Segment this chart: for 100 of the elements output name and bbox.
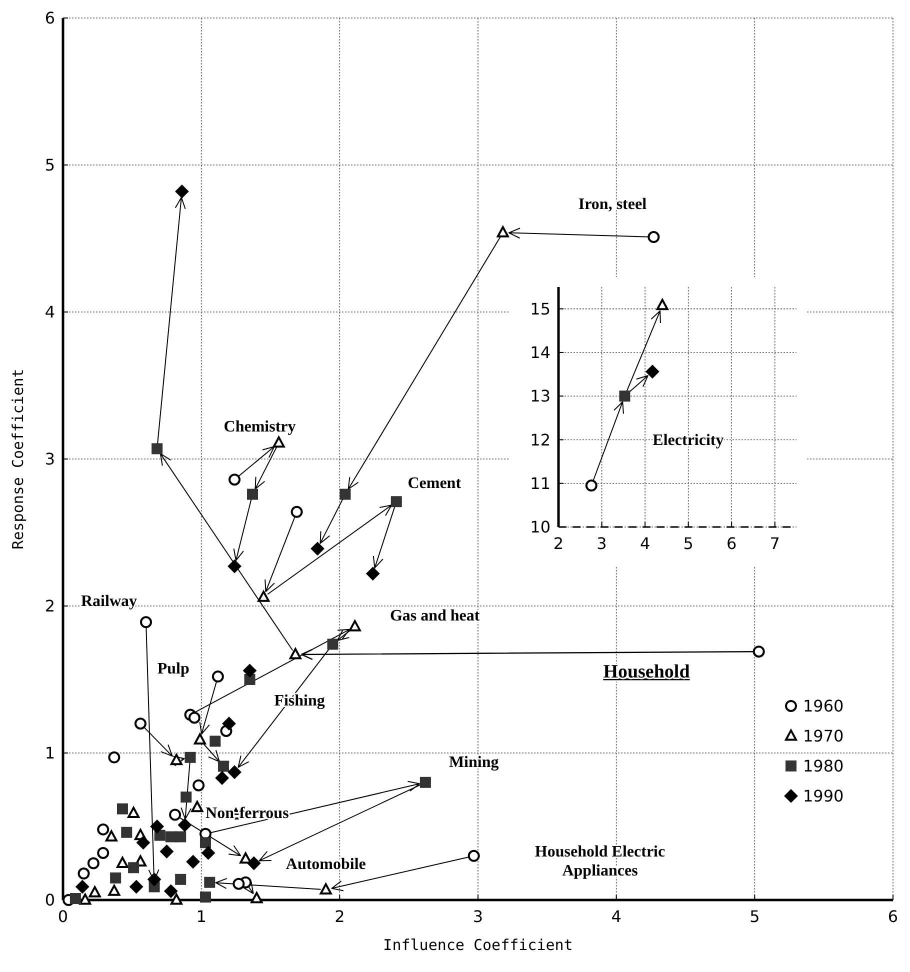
point bbox=[648, 231, 660, 244]
y-tick-label: 1 bbox=[44, 744, 55, 763]
point bbox=[186, 855, 200, 869]
point bbox=[76, 880, 90, 894]
point bbox=[128, 806, 140, 818]
annotation: Electricity bbox=[652, 432, 724, 450]
point bbox=[250, 892, 263, 904]
point bbox=[78, 868, 90, 880]
x-tick-label: 2 bbox=[334, 907, 345, 926]
point bbox=[390, 496, 402, 508]
point bbox=[585, 480, 598, 492]
annotation: Household bbox=[603, 661, 690, 682]
point bbox=[175, 184, 189, 198]
annotation: Iron, steel bbox=[578, 196, 648, 213]
point bbox=[258, 590, 270, 602]
point bbox=[108, 751, 120, 764]
point bbox=[247, 856, 261, 870]
point bbox=[752, 646, 765, 658]
y-tick-label: 10 bbox=[530, 518, 551, 537]
point bbox=[175, 831, 186, 842]
point bbox=[97, 823, 110, 836]
point bbox=[243, 664, 256, 678]
point bbox=[204, 876, 216, 888]
point bbox=[348, 620, 361, 632]
point bbox=[272, 436, 285, 448]
point bbox=[121, 826, 132, 838]
point bbox=[215, 771, 229, 785]
point bbox=[134, 718, 146, 730]
x-tick-label: 6 bbox=[726, 534, 737, 554]
point bbox=[210, 736, 221, 747]
point bbox=[646, 364, 660, 378]
x-tick-label: 6 bbox=[888, 907, 898, 926]
point bbox=[188, 712, 200, 724]
x-axis-title: Influence Coefficient bbox=[383, 936, 573, 954]
point bbox=[88, 886, 101, 898]
point bbox=[191, 800, 204, 812]
point bbox=[136, 836, 150, 850]
x-tick-label: 3 bbox=[472, 907, 484, 926]
annotation: Gas and heat bbox=[390, 608, 480, 625]
point bbox=[222, 716, 236, 730]
point bbox=[289, 648, 302, 660]
x-tick-label: 0 bbox=[58, 907, 68, 926]
point bbox=[130, 880, 144, 894]
point bbox=[240, 852, 252, 864]
legend-label: 1970 bbox=[803, 726, 844, 746]
point bbox=[148, 872, 162, 886]
x-tick-label: 7 bbox=[770, 534, 780, 554]
point bbox=[656, 298, 668, 310]
point bbox=[160, 844, 174, 858]
point bbox=[232, 878, 245, 890]
y-tick-label: 11 bbox=[530, 474, 551, 493]
y-tick-label: 4 bbox=[44, 302, 55, 322]
legend-label: 1980 bbox=[803, 756, 844, 776]
point bbox=[420, 776, 431, 788]
point bbox=[164, 884, 178, 898]
point bbox=[619, 390, 630, 402]
point bbox=[228, 560, 242, 574]
annotation: Automobile bbox=[286, 856, 366, 873]
legend-label: 1990 bbox=[803, 786, 844, 806]
point bbox=[194, 733, 206, 745]
annotation: Household Electric Appliances bbox=[534, 843, 666, 880]
point bbox=[128, 862, 140, 874]
point bbox=[154, 830, 166, 841]
point bbox=[97, 846, 110, 859]
x-tick-label: 5 bbox=[750, 907, 760, 926]
x-tick-label: 4 bbox=[640, 534, 650, 554]
annotation: Pulp bbox=[157, 660, 190, 678]
y-tick-label: 2 bbox=[44, 596, 55, 616]
point bbox=[152, 443, 163, 454]
x-tick-label: 5 bbox=[683, 534, 694, 554]
point bbox=[150, 820, 164, 834]
point bbox=[192, 779, 205, 792]
point bbox=[244, 674, 256, 685]
point bbox=[310, 542, 324, 556]
point bbox=[169, 808, 182, 821]
point bbox=[178, 818, 192, 832]
legend-label: 1960 bbox=[803, 696, 844, 716]
point bbox=[200, 892, 211, 903]
point bbox=[202, 846, 215, 860]
point bbox=[228, 765, 242, 779]
y-tick-label: 6 bbox=[44, 8, 55, 28]
point bbox=[170, 754, 182, 766]
point bbox=[496, 226, 509, 238]
point bbox=[200, 837, 211, 848]
point bbox=[140, 616, 152, 628]
y-tick-label: 12 bbox=[530, 430, 551, 450]
x-tick-label: 3 bbox=[596, 534, 607, 554]
point bbox=[110, 872, 122, 884]
y-tick-label: 5 bbox=[44, 156, 55, 175]
point bbox=[105, 830, 118, 842]
y-tick-label: 0 bbox=[44, 890, 55, 910]
point bbox=[468, 850, 480, 862]
point bbox=[184, 752, 196, 763]
point bbox=[212, 670, 224, 683]
annotation: Chemistry bbox=[224, 418, 296, 436]
point bbox=[228, 474, 241, 486]
point bbox=[175, 874, 186, 885]
point bbox=[247, 488, 258, 500]
point bbox=[170, 894, 182, 905]
point bbox=[366, 566, 380, 580]
